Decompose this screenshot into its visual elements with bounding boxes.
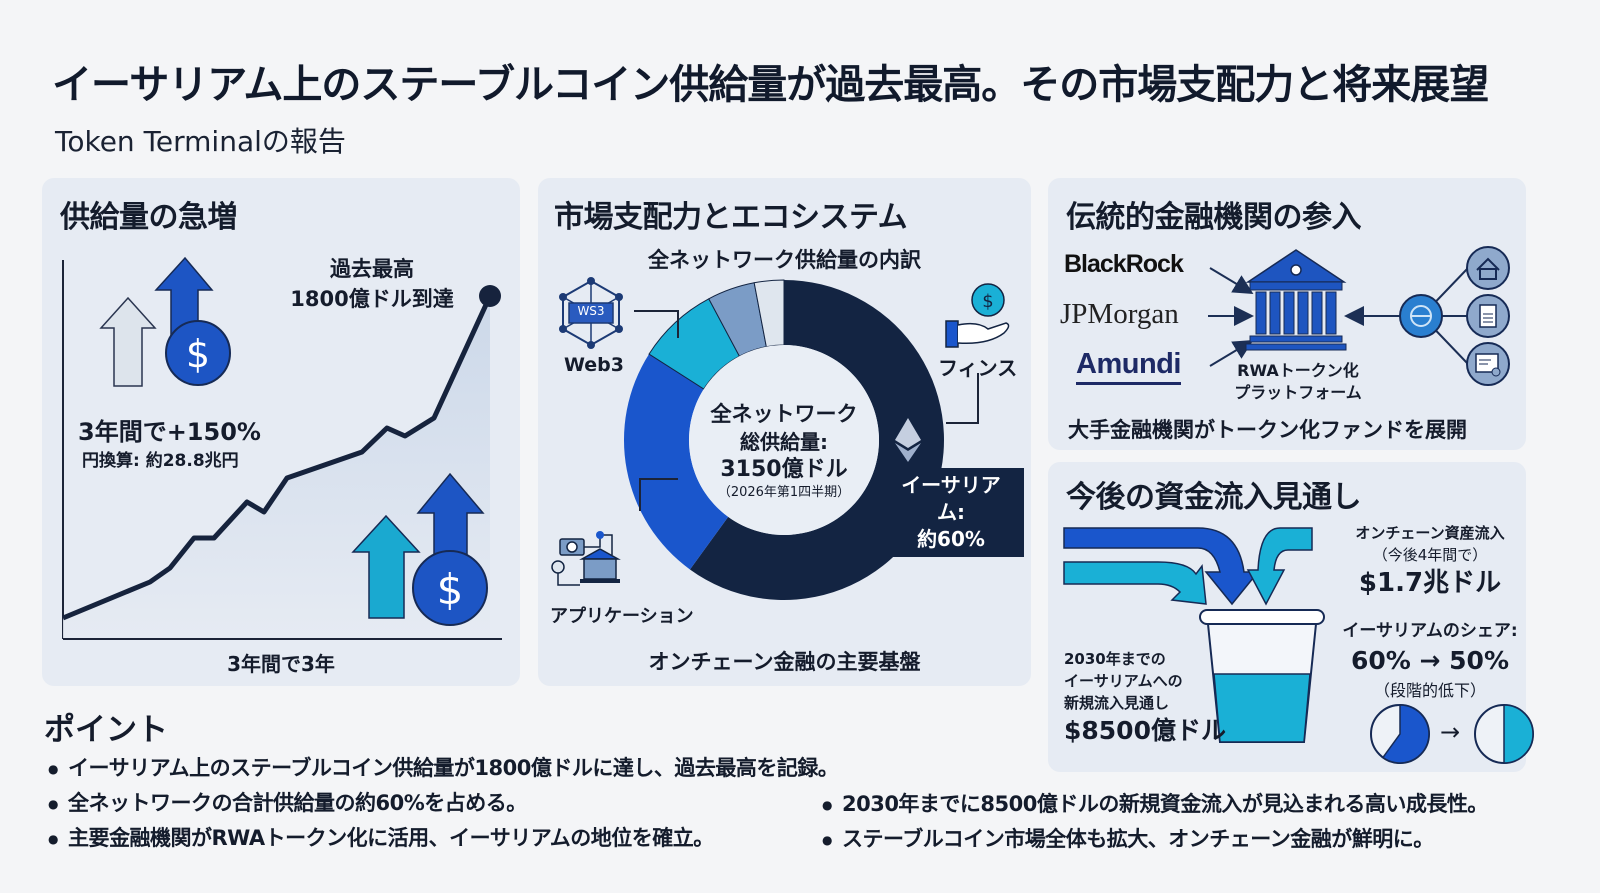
panel-supply-surge: 供給量の急増 $ [42, 178, 520, 686]
eth-inflow-line1: 2030年までの [1064, 650, 1166, 668]
panel-title: 伝統的金融機関の参入 [1066, 200, 1362, 235]
callout-web3: Web3 [564, 354, 624, 376]
callout-applications: アプリケーション [550, 606, 694, 627]
panel-title: 今後の資金流入見通し [1066, 480, 1362, 515]
donut-chart-title: 全ネットワーク供給量の内訳 [648, 248, 921, 272]
up-arrow-icon [351, 514, 421, 619]
share-value: 60% → 50% [1350, 646, 1510, 675]
logo-blackrock: BlackRock [1064, 250, 1184, 278]
panel-title: 供給量の急増 [60, 200, 238, 235]
peak-label-line2: 1800億ドル到達 [290, 287, 454, 311]
panel-market-dominance: 市場支配力とエコシステム 全ネットワーク供給量の内訳 [538, 178, 1031, 686]
page-title: イーサリアム上のステーブルコイン供給量が過去最高。その市場支配力と将来展望 [52, 62, 1489, 108]
supply-line-chart: $ $ [62, 256, 502, 640]
logo-amundi: Amundi [1076, 348, 1181, 385]
onchain-inflow-value: $1.7兆ドル [1358, 568, 1502, 598]
list-item: イーサリアム上のステーブルコイン供給量が1800億ドルに達し、過去最高を記録。 [48, 751, 839, 786]
eth-share-forecast: イーサリアムのシェア: 60% → 50% （段階的低下） [1330, 618, 1530, 704]
svg-text:$: $ [437, 565, 464, 614]
eth-share-value: 約60% [917, 527, 985, 551]
list-item: 主要金融機関がRWAトークン化に活用、イーサリアムの地位を確立。 [48, 821, 838, 856]
share-note: （段階的低下） [1373, 681, 1486, 700]
share-pie-current [1370, 704, 1430, 764]
donut-footer: オンチェーン金融の主要基盤 [648, 650, 921, 674]
donut-center-label: 全ネットワーク 総供給量: 3150億ドル （2026年第1四半期） [684, 400, 884, 502]
list-item: 全ネットワークの合計供給量の約60%を占める。 [48, 786, 838, 821]
peak-label: 過去最高 1800億ドル到達 [272, 254, 472, 314]
eth-inflow-line2: イーサリアムへの [1064, 672, 1183, 690]
center-line2: 総供給量: [740, 430, 828, 454]
bank-platform-icon [1245, 249, 1347, 351]
web3-badge: WS3 [577, 304, 605, 318]
pie-arrow-icon: → [1440, 718, 1461, 746]
finance-hand-coin-icon: $ [945, 283, 1010, 348]
panel-tradfi: 伝統的金融機関の参入 BlackRock JPMorgan Amundi [1048, 178, 1526, 450]
applications-icon [551, 531, 621, 586]
list-item: 2030年までに8500億ドルの新規資金流入が見込まれる高い成長性。 [822, 787, 1488, 822]
platform-label-line2: プラットフォーム [1234, 383, 1362, 402]
logo-jpmorgan: JPMorgan [1060, 298, 1179, 330]
house-icon [1466, 246, 1510, 290]
tradfi-diagram [1208, 246, 1510, 386]
callout-finance: フィンス [938, 356, 1018, 380]
document-icon [1466, 294, 1510, 338]
points-list-left: イーサリアム上のステーブルコイン供給量が1800億ドルに達し、過去最高を記録。 … [48, 751, 839, 856]
eth-inflow-line3: 新規流入見通し [1064, 694, 1170, 712]
yen-conversion-label: 円換算: 約28.8兆円 [82, 451, 239, 471]
dollar-coin-icon: $ [165, 320, 231, 386]
growth-label: 3年間で+150% [78, 418, 261, 446]
ethereum-share-badge: イーサリアム: 約60% [878, 468, 1024, 557]
blockchain-hub-icon [1399, 294, 1443, 338]
share-label: イーサリアムのシェア: [1342, 621, 1518, 641]
svg-text:$: $ [982, 291, 993, 312]
eth-inflow-value: $8500億ドル [1064, 716, 1226, 745]
inflow-funnel-diagram [1063, 527, 1534, 764]
x-axis-label: 3年間で3年 [227, 652, 335, 676]
onchain-label-line1: オンチェーン資産流入 [1355, 524, 1505, 542]
panel-title: 市場支配力とエコシステム [554, 200, 908, 235]
onchain-label-line2: （今後4年間で） [1372, 546, 1488, 564]
svg-text:$: $ [186, 332, 210, 376]
platform-label: RWAトークン化 プラットフォーム [1228, 360, 1368, 404]
points-list-right: 2030年までに8500億ドルの新規資金流入が見込まれる高い成長性。 ステーブル… [822, 787, 1488, 857]
share-pie-future [1474, 704, 1534, 764]
ethereum-icon [895, 418, 921, 462]
page-subtitle: Token Terminalの報告 [55, 125, 346, 158]
onchain-inflow-label: オンチェーン資産流入 （今後4年間で） $1.7兆ドル [1330, 522, 1530, 600]
tradfi-footer: 大手金融機関がトークン化ファンドを展開 [1068, 418, 1467, 442]
dollar-coin-icon: $ [412, 550, 488, 626]
eth-inflow-label: 2030年までの イーサリアムへの 新規流入見通し $8500億ドル [1064, 648, 1226, 748]
center-period: （2026年第1四半期） [717, 485, 851, 500]
center-total-value: 3150億ドル [720, 457, 848, 482]
panel-inflow: 今後の資金流入見通し オンチェーン資産流入 （今後4年間で） $1.7兆ドル 2… [1048, 462, 1534, 772]
platform-label-line1: RWAトークン化 [1237, 361, 1359, 380]
web3-network-icon [559, 277, 623, 349]
list-item: ステーブルコイン市場全体も拡大、オンチェーン金融が鮮明に。 [822, 822, 1488, 857]
points-title: ポイント [44, 712, 168, 748]
eth-share-label: イーサリアム: [901, 473, 1001, 524]
up-arrow-icon [99, 296, 157, 387]
peak-label-line1: 過去最高 [330, 257, 414, 281]
peak-point [479, 285, 501, 307]
certificate-icon [1466, 342, 1510, 386]
funnel-cup-icon [1199, 609, 1325, 743]
center-line1: 全ネットワーク [710, 402, 858, 426]
